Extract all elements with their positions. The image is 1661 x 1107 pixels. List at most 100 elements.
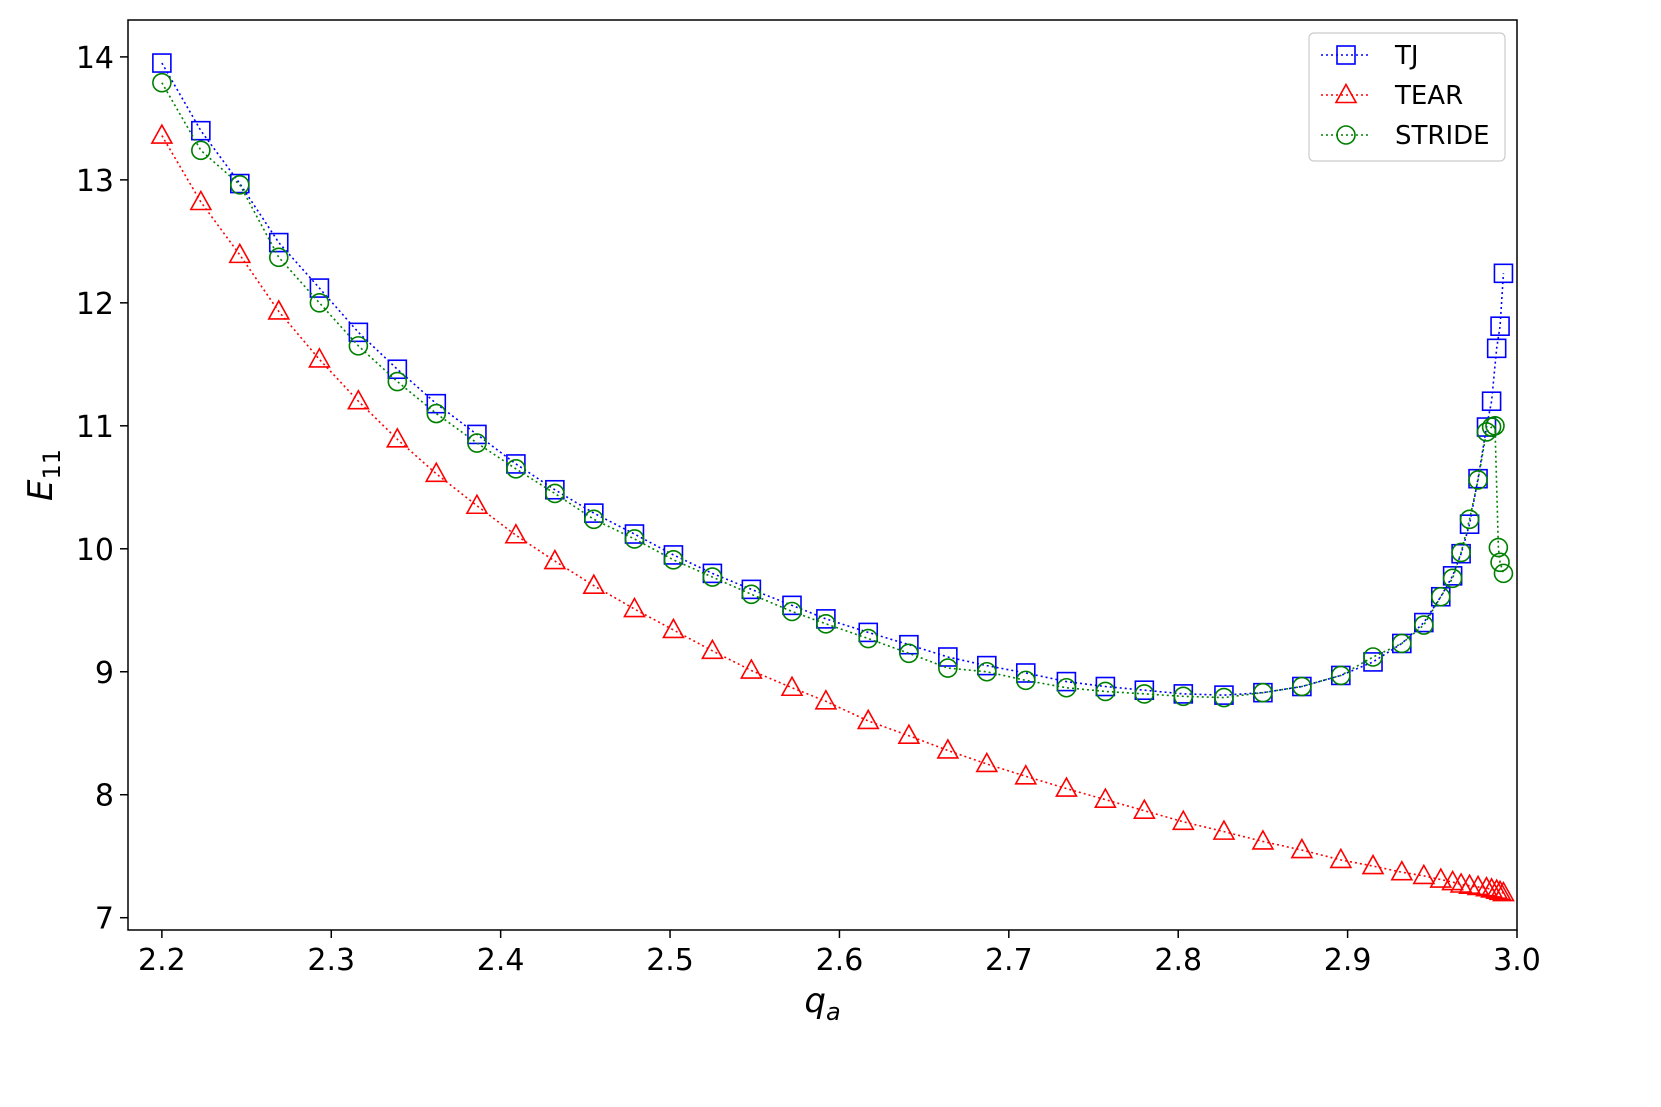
data-point (348, 322, 369, 343)
data-point (1451, 542, 1471, 563)
data-point (1488, 537, 1509, 558)
data-point (347, 389, 370, 410)
data-point (229, 174, 250, 195)
data-point (816, 613, 836, 634)
y-tick-label: 7 (95, 902, 114, 937)
legend-label: TJ (1394, 41, 1419, 71)
data-point (741, 584, 762, 605)
data-point (1015, 663, 1036, 683)
data-point (858, 628, 879, 649)
y-axis: 7 8 9 10 11 12 13 14 (76, 41, 128, 937)
data-point (624, 529, 645, 549)
data-point (977, 661, 997, 682)
data-point (385, 427, 409, 448)
data-point (1459, 509, 1480, 530)
x-tick-label: 2.4 (477, 943, 525, 978)
data-point (1214, 687, 1234, 708)
data-point (1485, 416, 1505, 436)
y-tick-label: 8 (95, 779, 114, 814)
data-point (1094, 787, 1117, 808)
x-tick-label: 2.7 (985, 943, 1033, 978)
data-point (1485, 878, 1509, 899)
data-point (663, 550, 684, 570)
data-point (780, 675, 804, 697)
data-point (191, 140, 211, 161)
data-point (308, 347, 331, 368)
data-point (191, 120, 211, 141)
y-axis-label-main: E (21, 479, 61, 501)
x-tick-label: 2.5 (646, 943, 694, 978)
data-point (1329, 847, 1353, 869)
data-point (814, 689, 838, 710)
data-point (936, 738, 960, 759)
data-point (899, 643, 919, 664)
data-point (1442, 568, 1463, 589)
legend-item-tj: TJ (1321, 41, 1419, 71)
plot-frame (127, 19, 1518, 931)
x-tick-label: 2.3 (307, 943, 355, 978)
data-point (348, 336, 369, 356)
data-point (584, 509, 604, 530)
data-point (1212, 819, 1236, 840)
data-point (506, 459, 526, 479)
data-point (228, 242, 252, 264)
data-point (702, 567, 723, 587)
data-point (1290, 837, 1314, 859)
data-point (387, 371, 408, 392)
series-stride (152, 72, 1514, 708)
x-tick-label: 2.2 (138, 943, 186, 978)
x-axis-label-main: q (804, 981, 826, 1021)
y-tick-label: 11 (76, 410, 114, 445)
legend-marker (1336, 45, 1356, 65)
series-line (161, 82, 1505, 699)
data-point (663, 545, 684, 565)
data-point (545, 483, 565, 504)
data-point (189, 189, 213, 211)
x-tick-label: 2.8 (1154, 943, 1202, 978)
data-point (1412, 863, 1436, 885)
data-point (856, 708, 880, 730)
data-point (1392, 633, 1412, 654)
data-point (387, 359, 408, 380)
series-layer (150, 53, 1515, 902)
legend: TJ TEAR STRIDE (1308, 32, 1506, 162)
data-point (1055, 776, 1078, 797)
data-point (1486, 338, 1507, 359)
data-point (1251, 829, 1275, 850)
x-axis-label-subscript: a (826, 998, 841, 1026)
data-point (858, 622, 879, 643)
data-point (1430, 586, 1451, 607)
data-point (426, 403, 447, 424)
data-point (1292, 676, 1312, 697)
data-point (1014, 764, 1038, 785)
y-tick-label: 9 (95, 656, 114, 691)
data-point (623, 596, 646, 618)
data-point (1493, 263, 1514, 284)
data-point (584, 503, 604, 523)
data-point (1015, 670, 1036, 691)
data-point (268, 247, 289, 268)
data-point (1490, 552, 1510, 573)
data-point (582, 573, 606, 594)
data-point (938, 658, 958, 678)
data-point (1056, 677, 1077, 698)
data-point (1331, 665, 1351, 686)
y-tick-label: 10 (76, 533, 114, 568)
data-point (1390, 860, 1414, 881)
data-point (1132, 798, 1156, 820)
data-point (309, 278, 330, 298)
data-point (662, 617, 685, 639)
data-point (897, 723, 921, 745)
data-point (1095, 681, 1116, 702)
data-point (424, 461, 448, 483)
legend-box (1308, 32, 1506, 162)
legend-label: TEAR (1394, 81, 1463, 111)
data-point (1253, 682, 1273, 703)
data-point (467, 433, 487, 453)
legend-label: STRIDE (1395, 121, 1490, 151)
data-point (1468, 470, 1488, 490)
x-tick-label: 2.9 (1324, 943, 1372, 978)
data-point (938, 647, 958, 667)
data-point (1481, 391, 1502, 412)
data-point (1475, 876, 1498, 897)
